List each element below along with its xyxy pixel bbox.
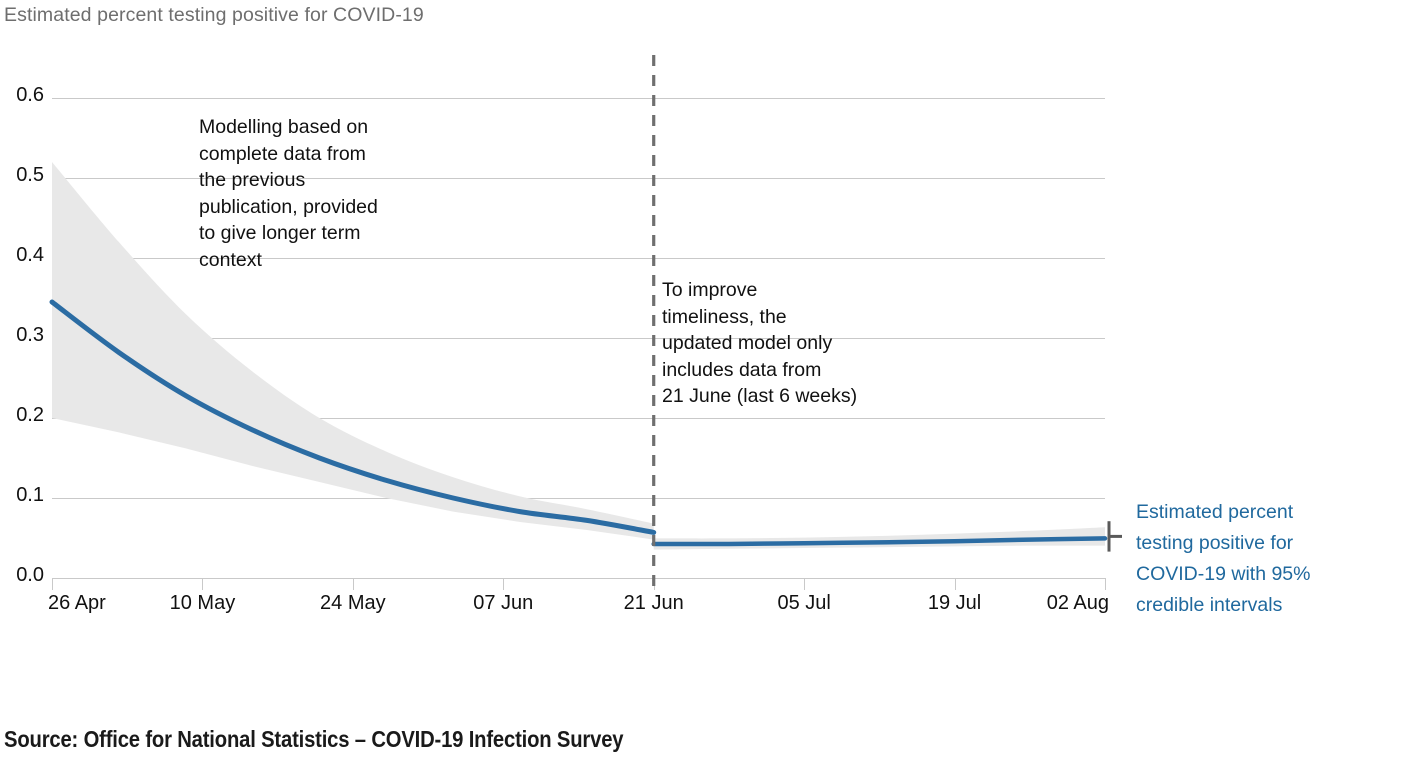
- x-axis-tick-label: 10 May: [169, 592, 236, 614]
- credible-interval-ribbon: [653, 527, 1105, 550]
- x-axis-tick-mark: [52, 578, 53, 590]
- x-axis-tick-label: 21 Jun: [623, 592, 684, 614]
- y-axis-tick-label: 0.1: [16, 484, 44, 506]
- x-axis-tick-mark: [804, 578, 805, 590]
- gridline: [52, 98, 1105, 99]
- annotation-modelling-note: Modelling based on complete data from th…: [199, 116, 378, 271]
- x-axis-tick-mark: [353, 578, 354, 590]
- gridline: [52, 338, 1105, 339]
- x-axis-tick-label: 02 Aug: [1046, 592, 1109, 614]
- y-axis-tick-label: 0.4: [16, 244, 44, 266]
- x-axis-tick-mark: [1105, 578, 1106, 590]
- gridline: [52, 498, 1105, 499]
- x-axis-tick-label: 07 Jun: [473, 592, 534, 614]
- y-axis-tick-label: 0.2: [16, 404, 44, 426]
- y-axis-tick-label: 0.3: [16, 324, 44, 346]
- x-axis-tick-label: 24 May: [320, 592, 386, 614]
- estimate-line: [651, 536, 1108, 547]
- y-axis-tick-label: 0.6: [16, 84, 44, 106]
- x-axis-tick-label: 19 Jul: [927, 592, 982, 614]
- x-axis-tick-mark: [202, 578, 203, 590]
- y-axis-tick-label: 0.5: [16, 164, 44, 186]
- x-axis-tick-mark: [654, 578, 655, 590]
- x-axis-tick-mark: [503, 578, 504, 590]
- chart-title: Estimated percent testing positive for C…: [4, 4, 424, 26]
- y-axis-tick-label: 0.0: [16, 564, 44, 586]
- final-credible-interval-error-bar: [1107, 521, 1122, 552]
- x-axis-line: [52, 578, 1105, 579]
- gridline: [52, 418, 1105, 419]
- source-note: Source: Office for National Statistics –…: [4, 726, 624, 752]
- x-axis-tick-label: 05 Jul: [777, 592, 831, 614]
- legend-label-credible-intervals: Estimated percent testing positive for C…: [1136, 501, 1311, 616]
- annotation-timeliness-note: To improve timeliness, the updated model…: [662, 279, 858, 407]
- x-axis-tick-label: 26 Apr: [48, 592, 106, 614]
- x-axis-tick-mark: [955, 578, 956, 590]
- series-updated-model: [651, 527, 1108, 550]
